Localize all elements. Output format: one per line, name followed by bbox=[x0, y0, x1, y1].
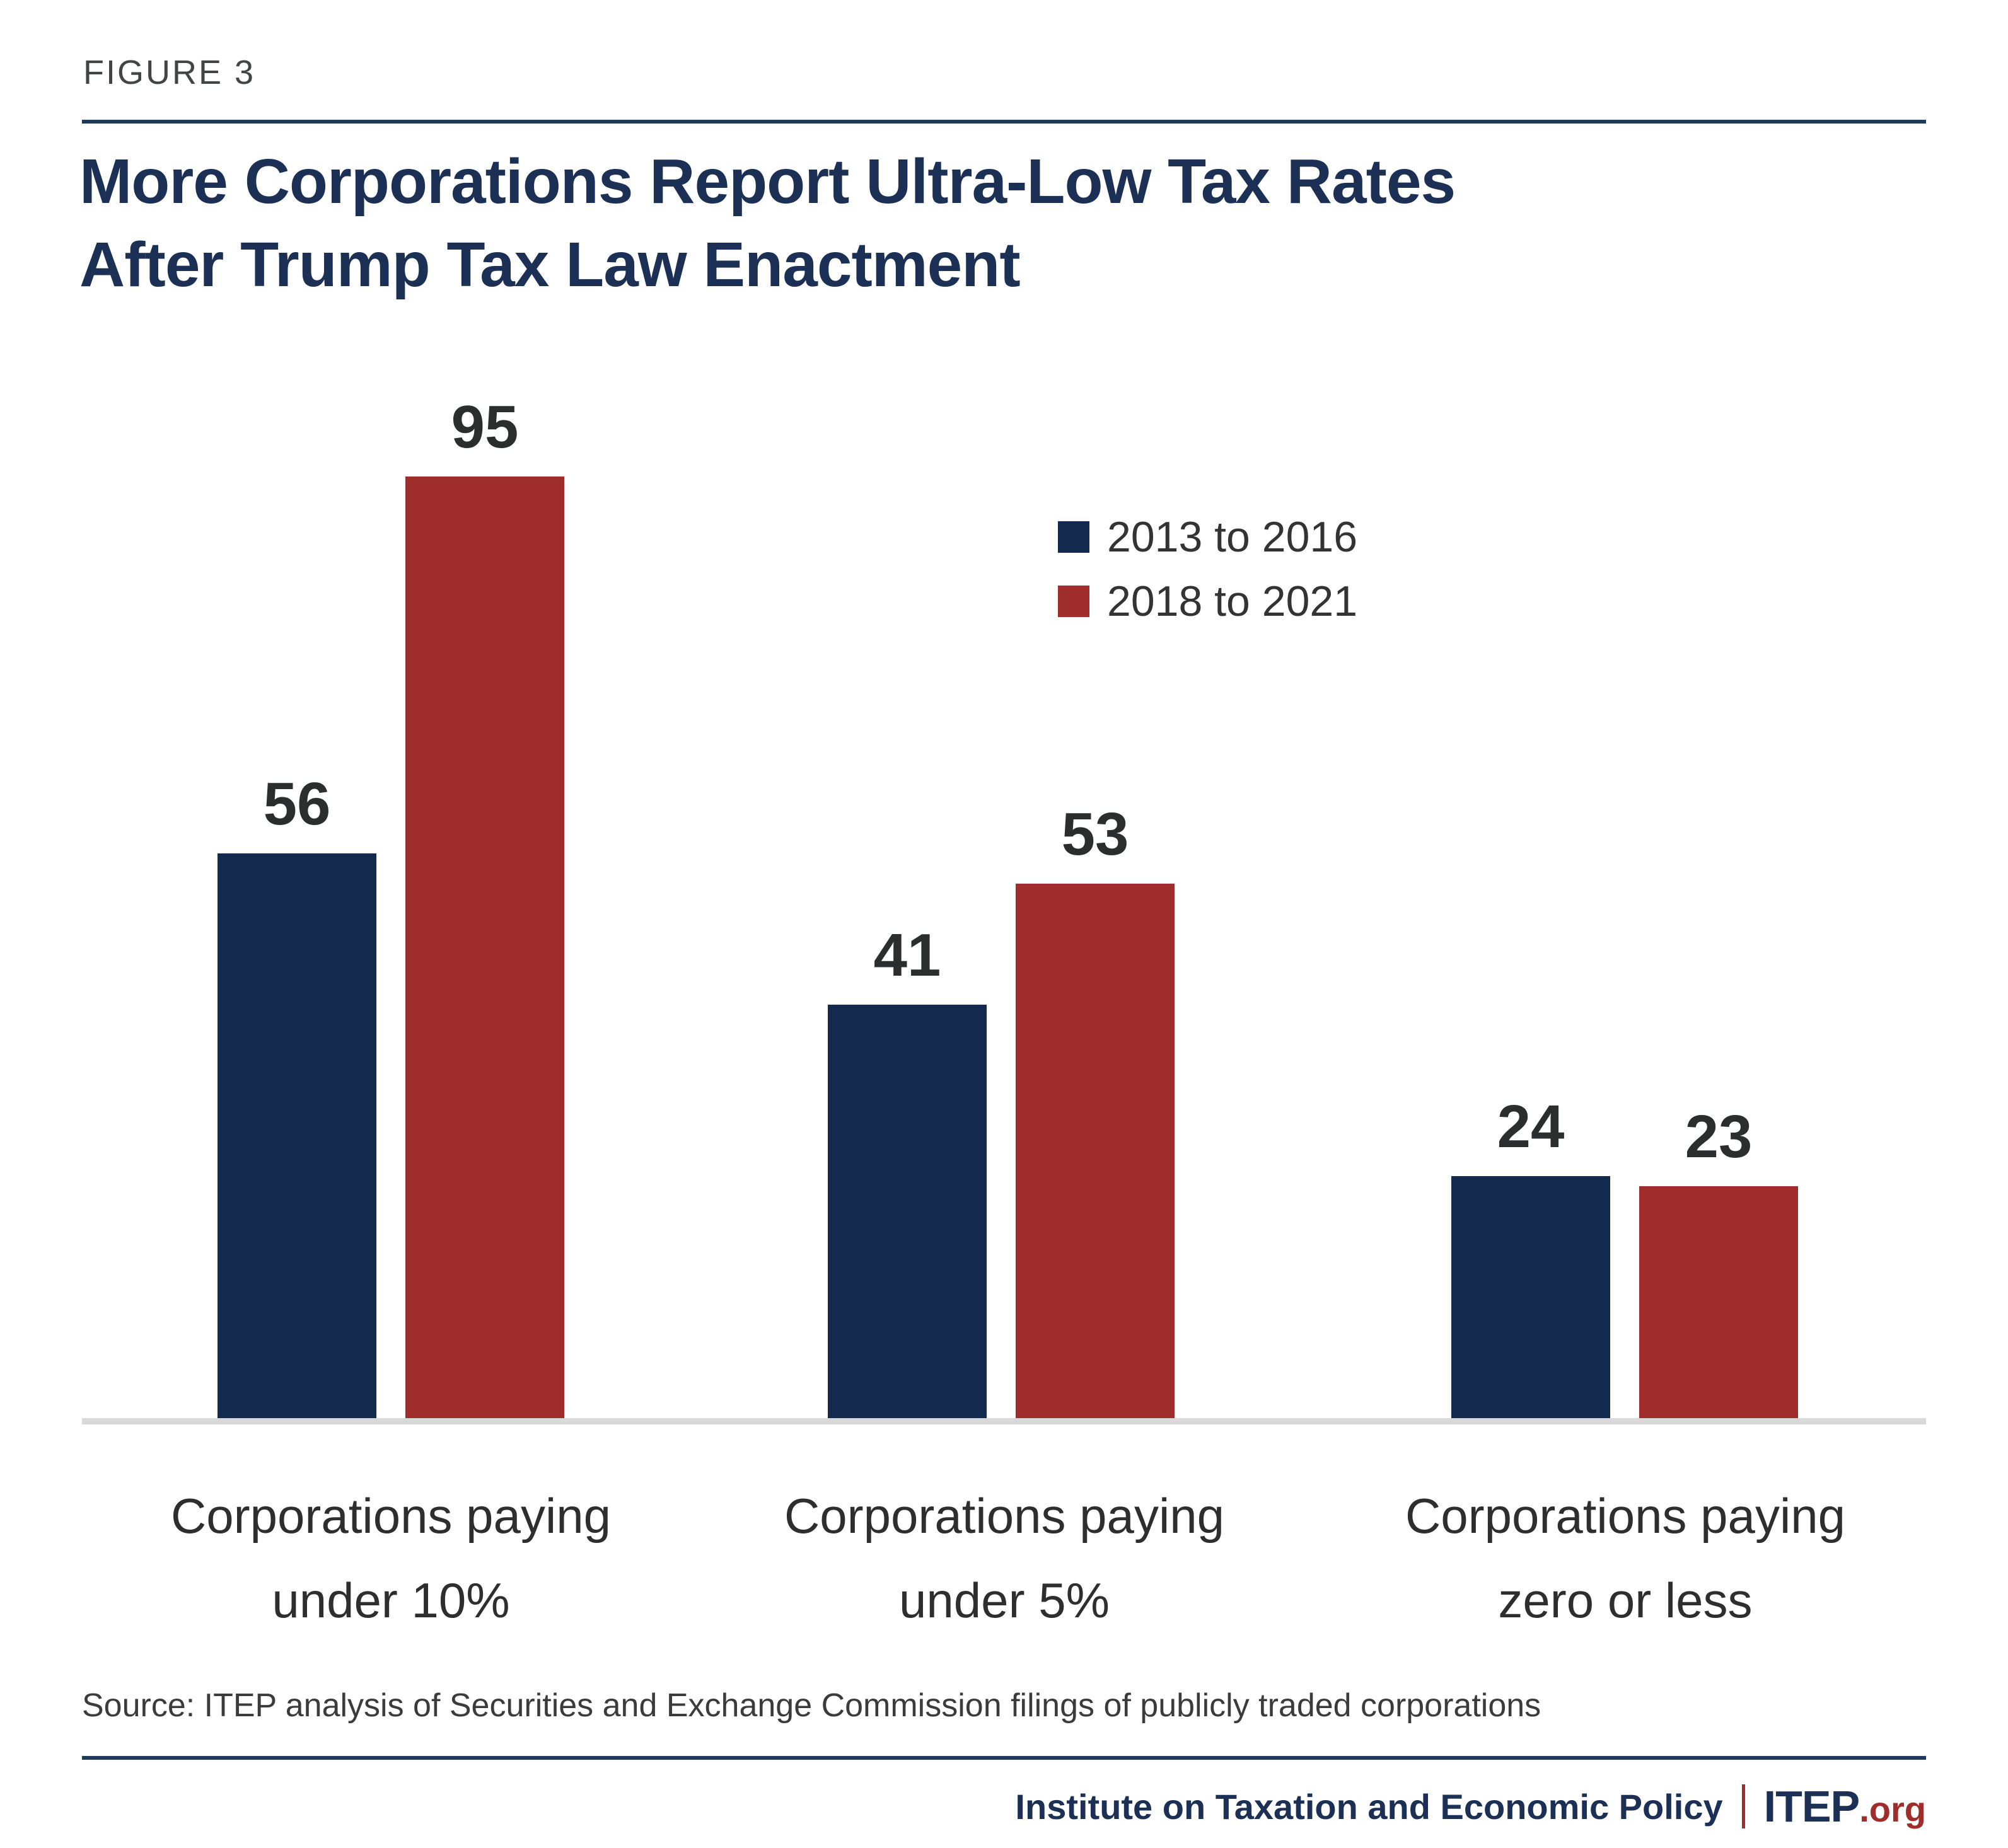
footer-divider bbox=[1741, 1784, 1745, 1828]
bar-column: 23 bbox=[1639, 397, 1798, 1418]
category-label-2: Corporations paying under 5% bbox=[689, 1474, 1320, 1643]
bar-value-label: 24 bbox=[1497, 1093, 1565, 1160]
category-label-line: under 10% bbox=[272, 1573, 510, 1629]
bar-value-label: 56 bbox=[263, 770, 331, 838]
chart-title: More Corporations Report Ultra-Low Tax R… bbox=[79, 140, 1456, 306]
chart-title-line-2: After Trump Tax Law Enactment bbox=[79, 229, 1021, 300]
bar-column: 24 bbox=[1451, 397, 1610, 1418]
bar-2018-to-2021-group-3 bbox=[1639, 1186, 1798, 1418]
category-label-line: Corporations paying bbox=[784, 1488, 1225, 1544]
itep-logo-suffix: .org bbox=[1859, 1789, 1926, 1829]
bar-column: 53 bbox=[1016, 397, 1175, 1418]
bar-2013-to-2016-group-3 bbox=[1451, 1176, 1610, 1418]
bar-2013-to-2016-group-1 bbox=[218, 853, 376, 1418]
bar-2013-to-2016-group-2 bbox=[828, 1005, 987, 1418]
bar-group-3: 24 23 bbox=[1451, 397, 1798, 1418]
bar-value-label: 53 bbox=[1061, 800, 1129, 868]
bar-2018-to-2021-group-2 bbox=[1016, 884, 1175, 1418]
legend: 2013 to 2016 2018 to 2021 bbox=[1058, 516, 1357, 644]
bar-2018-to-2021-group-1 bbox=[405, 476, 564, 1418]
footer-rule bbox=[82, 1756, 1926, 1760]
bar-value-label: 95 bbox=[451, 393, 519, 461]
top-rule bbox=[82, 120, 1926, 124]
plot-area: 56 95 41 53 24 23 bbox=[82, 397, 1926, 1418]
footer: Institute on Taxation and Economic Polic… bbox=[1015, 1781, 1926, 1832]
source-note: Source: ITEP analysis of Securities and … bbox=[82, 1687, 1541, 1724]
legend-item-1: 2013 to 2016 bbox=[1058, 516, 1357, 558]
legend-item-2: 2018 to 2021 bbox=[1058, 580, 1357, 623]
legend-swatch-icon bbox=[1058, 586, 1089, 617]
category-label-line: zero or less bbox=[1498, 1573, 1753, 1629]
footer-org-name: Institute on Taxation and Economic Polic… bbox=[1015, 1786, 1723, 1827]
legend-label: 2018 to 2021 bbox=[1107, 577, 1358, 625]
bar-column: 56 bbox=[218, 397, 376, 1418]
legend-swatch-icon bbox=[1058, 521, 1089, 553]
chart-title-line-1: More Corporations Report Ultra-Low Tax R… bbox=[79, 146, 1456, 217]
bar-group-1: 56 95 bbox=[218, 397, 564, 1418]
category-label-1: Corporations paying under 10% bbox=[76, 1474, 706, 1643]
category-label-line: Corporations paying bbox=[1405, 1488, 1846, 1544]
bar-value-label: 41 bbox=[873, 921, 941, 989]
bar-column: 95 bbox=[405, 397, 564, 1418]
category-label-3: Corporations paying zero or less bbox=[1310, 1474, 1941, 1643]
bar-column: 41 bbox=[828, 397, 987, 1418]
itep-logo-text: ITEP bbox=[1763, 1782, 1860, 1831]
category-label-line: Corporations paying bbox=[170, 1488, 612, 1544]
category-label-line: under 5% bbox=[899, 1573, 1110, 1629]
baseline-axis bbox=[82, 1418, 1926, 1424]
itep-logo: ITEP .org bbox=[1764, 1781, 1926, 1832]
legend-label: 2013 to 2016 bbox=[1107, 513, 1358, 561]
bar-group-2: 41 53 bbox=[828, 397, 1175, 1418]
figure-label: FIGURE 3 bbox=[83, 54, 256, 91]
bar-value-label: 23 bbox=[1685, 1103, 1753, 1170]
